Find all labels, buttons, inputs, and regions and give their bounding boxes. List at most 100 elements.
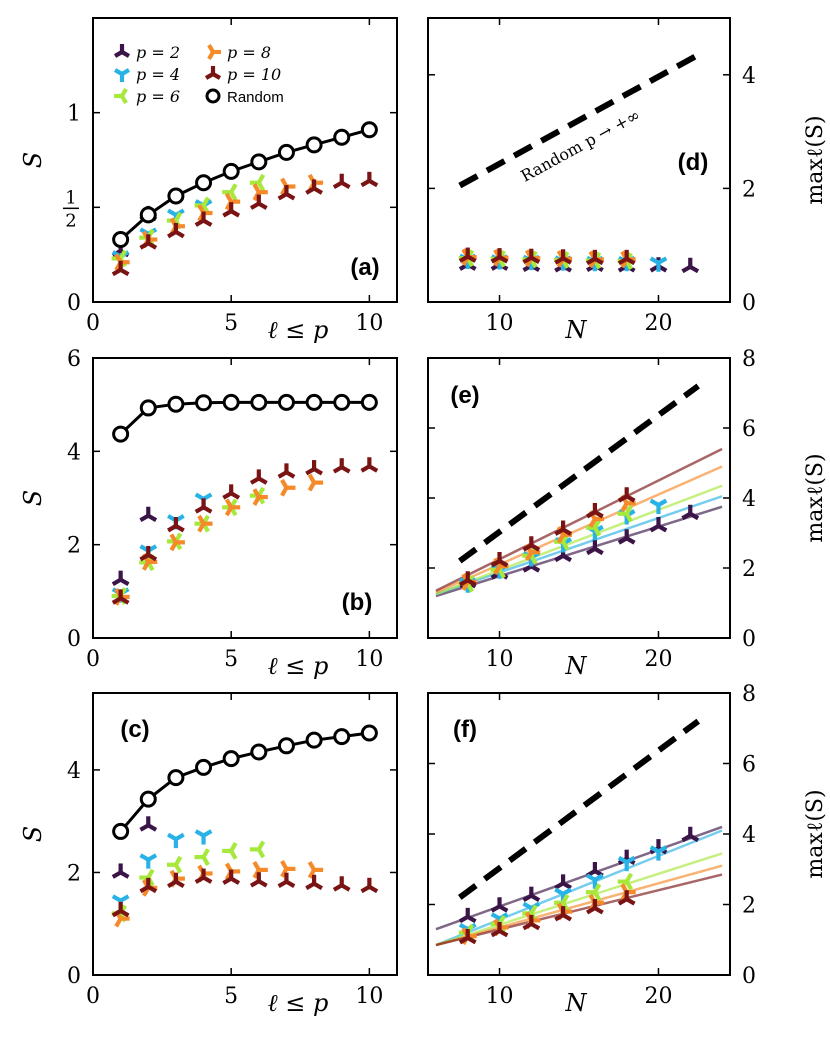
x-axis-label: N: [565, 652, 588, 680]
marker-random: [139, 206, 157, 224]
panel-c: 0 5 10 0 2 4 ℓ ≤ p S (c): [19, 692, 398, 1017]
marker-p10: [277, 872, 296, 889]
marker-p8: [280, 177, 296, 196]
marker-p10: [249, 194, 268, 210]
fit-line-p8: [435, 864, 723, 947]
marker-random: [277, 737, 295, 755]
marker-random: [305, 393, 323, 411]
marker-random: [167, 769, 185, 787]
y-tick-label: 8: [742, 347, 756, 372]
marker-p6: [554, 893, 570, 912]
marker-p6: [166, 855, 183, 874]
marker-p8: [169, 533, 185, 552]
panel-b: 0 5 10 0 2 4 6 ℓ ≤ p S (b): [19, 347, 398, 680]
marker-p8: [224, 862, 241, 881]
fit-line-p6: [435, 852, 723, 947]
marker-random: [195, 758, 213, 776]
y-tick-label: 2: [742, 177, 756, 202]
x-tick-label: 10: [355, 984, 383, 1009]
x-tick-label: 0: [86, 984, 100, 1009]
y-tick-label: 2: [67, 534, 81, 559]
svg-text:2: 2: [65, 210, 76, 231]
y-tick-label: 4: [67, 759, 81, 784]
fit-line-p4: [435, 495, 723, 596]
marker-random: [112, 822, 130, 840]
marker-random: [360, 121, 378, 139]
marker-p4: [617, 855, 636, 872]
marker-p10: [617, 890, 636, 906]
legend: p = 2 p = 4 p = 6 p = 8 p = 10 Random: [113, 43, 284, 106]
marker-p2: [111, 863, 130, 879]
marker-p10: [490, 552, 509, 568]
marker-p8: [197, 514, 213, 533]
y-axis-label: S: [19, 490, 47, 506]
marker-p10: [111, 901, 130, 918]
marker-p6: [617, 872, 634, 891]
marker-p10: [194, 211, 213, 227]
panel-label: (e): [450, 382, 479, 409]
y-axis-label: S: [19, 826, 47, 842]
marker-p10: [586, 899, 604, 915]
marker-random: [195, 174, 213, 192]
random-curve: [119, 731, 370, 833]
marker-p4: [649, 845, 668, 861]
x-tick-label: 20: [644, 311, 672, 336]
marker-p10: [305, 874, 323, 891]
fit-line-p8: [435, 465, 723, 594]
y-tick-label: 2: [742, 557, 756, 582]
fit-line-p10: [435, 447, 723, 592]
marker-p6: [194, 848, 210, 866]
marker-p10: [360, 171, 379, 188]
marker-random: [222, 162, 240, 180]
x-axis-label: N: [565, 989, 588, 1017]
marker-p2: [139, 506, 158, 523]
legend-label: p = 4: [136, 65, 180, 84]
marker-p2: [649, 517, 668, 533]
marker-p10: [522, 914, 541, 931]
marker-p10: [617, 487, 636, 503]
marker-random: [277, 143, 295, 161]
y-tick-label: 0: [67, 964, 81, 989]
marker-p6: [222, 183, 238, 202]
marker-p8: [252, 861, 268, 879]
marker-p2: [458, 907, 477, 924]
marker-p8: [252, 488, 268, 506]
random-curve: [119, 400, 370, 436]
marker-p6: [222, 842, 238, 860]
legend-item-p10: p = 10: [204, 65, 281, 84]
x-tick-label: 0: [86, 311, 100, 336]
marker-p10: [586, 249, 604, 266]
x-tick-label: 10: [355, 311, 383, 336]
marker-p4: [167, 832, 185, 849]
marker-p8: [307, 861, 324, 879]
legend-item-p2: p = 2: [113, 43, 180, 62]
legend-item-p6: p = 6: [114, 87, 180, 106]
marker-p10: [249, 872, 268, 888]
marker-random: [139, 790, 157, 808]
x-tick-label: 5: [224, 311, 238, 336]
marker-random: [305, 136, 323, 154]
y-tick-label: 6: [742, 417, 756, 442]
y-tick-label: 6: [742, 753, 756, 778]
marker-random: [333, 728, 351, 746]
y-tick-label: 0: [742, 627, 756, 652]
legend-marker: [113, 44, 131, 58]
marker-random: [222, 750, 240, 768]
marker-p10: [111, 260, 130, 277]
marker-p4: [649, 256, 668, 272]
fit-line-p10: [435, 873, 723, 947]
random-limit-line: [458, 52, 700, 189]
marker-p10: [458, 247, 477, 263]
marker-p10: [277, 185, 296, 201]
marker-p8: [252, 183, 268, 202]
marker-p4: [139, 853, 158, 869]
marker-p10: [490, 248, 509, 264]
marker-random: [112, 231, 130, 249]
marker-p6: [617, 504, 634, 523]
marker-p8: [280, 478, 296, 497]
marker-p2: [681, 826, 700, 843]
marker-random: [167, 187, 185, 205]
marker-p2: [139, 816, 158, 832]
